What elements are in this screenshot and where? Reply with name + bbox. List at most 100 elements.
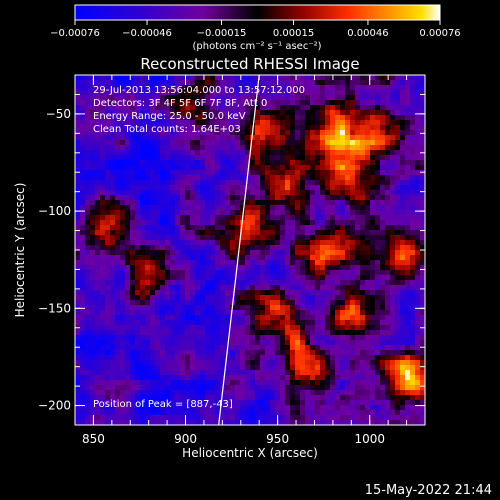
heatmap-cell [245, 110, 251, 116]
heatmap-cell [130, 365, 136, 371]
heatmap-cell [135, 155, 141, 161]
heatmap-cell [280, 280, 286, 286]
heatmap-cell [145, 280, 151, 286]
heatmap-cell [235, 185, 241, 191]
heatmap-cell [175, 335, 181, 341]
heatmap-cell [250, 410, 256, 416]
heatmap-cell [390, 205, 396, 211]
heatmap-cell [205, 235, 211, 241]
heatmap-cell [80, 295, 86, 301]
heatmap-cell [255, 180, 261, 186]
heatmap-cell [260, 75, 266, 81]
heatmap-cell [200, 335, 206, 341]
heatmap-cell [375, 105, 381, 111]
heatmap-cell [190, 310, 196, 316]
heatmap-cell [315, 305, 321, 311]
heatmap-cell [225, 150, 231, 156]
heatmap-cell [315, 205, 321, 211]
heatmap-cell [195, 395, 201, 401]
heatmap-cell [330, 265, 336, 271]
heatmap-cell [80, 260, 86, 266]
heatmap-cell [205, 150, 211, 156]
heatmap-cell [410, 320, 416, 326]
heatmap-cell [230, 195, 236, 201]
heatmap-cell [235, 120, 241, 126]
heatmap-cell [235, 195, 241, 201]
heatmap-cell [220, 230, 226, 236]
heatmap-cell [390, 85, 396, 91]
heatmap-cell [110, 110, 116, 116]
heatmap-cell [400, 275, 406, 281]
heatmap-cell [320, 400, 326, 406]
heatmap-cell [235, 385, 241, 391]
heatmap-cell [130, 410, 136, 416]
heatmap-cell [275, 275, 281, 281]
heatmap-cell [175, 320, 181, 326]
heatmap-cell [300, 130, 306, 136]
heatmap-cell [175, 285, 181, 291]
heatmap-cell [275, 185, 281, 191]
heatmap-cell [415, 225, 421, 231]
heatmap-cell [315, 80, 321, 86]
heatmap-cell [145, 400, 151, 406]
heatmap-cell [135, 400, 141, 406]
heatmap-cell [345, 415, 351, 421]
heatmap-cell [165, 340, 171, 346]
heatmap-cell [335, 275, 341, 281]
heatmap-cell [265, 85, 271, 91]
heatmap-cell [80, 100, 86, 106]
heatmap-cell [225, 105, 231, 111]
heatmap-cell [165, 250, 171, 256]
heatmap-cell [90, 125, 96, 131]
heatmap-cell [315, 280, 321, 286]
heatmap-cell [305, 265, 311, 271]
heatmap-cell [225, 230, 231, 236]
heatmap-cell [265, 210, 271, 216]
heatmap-cell [225, 120, 231, 126]
heatmap-cell [410, 215, 416, 221]
heatmap-cell [260, 400, 266, 406]
heatmap-cell [270, 95, 276, 101]
heatmap-cell [355, 265, 361, 271]
heatmap-cell [415, 180, 421, 186]
heatmap-cell [415, 350, 421, 356]
heatmap-cell [95, 245, 101, 251]
heatmap-cell [115, 305, 121, 311]
heatmap-cell [80, 120, 86, 126]
heatmap-cell [240, 160, 246, 166]
heatmap-cell [145, 180, 151, 186]
heatmap-cell [270, 160, 276, 166]
heatmap-cell [135, 195, 141, 201]
heatmap-cell [320, 380, 326, 386]
heatmap-cell [370, 160, 376, 166]
heatmap-cell [335, 100, 341, 106]
heatmap-cell [250, 95, 256, 101]
heatmap-cell [100, 160, 106, 166]
heatmap-cell [230, 350, 236, 356]
heatmap-cell [105, 185, 111, 191]
heatmap-cell [370, 325, 376, 331]
heatmap-cell [170, 375, 176, 381]
heatmap-cell [360, 265, 366, 271]
heatmap-cell [90, 240, 96, 246]
heatmap-cell [310, 415, 316, 421]
heatmap-cell [155, 330, 161, 336]
heatmap-cell [335, 415, 341, 421]
heatmap-cell [220, 135, 226, 141]
heatmap-cell [255, 170, 261, 176]
heatmap-cell [420, 175, 425, 181]
heatmap-cell [180, 345, 186, 351]
heatmap-cell [240, 220, 246, 226]
heatmap-cell [400, 160, 406, 166]
heatmap-cell [260, 330, 266, 336]
heatmap-cell [205, 275, 211, 281]
heatmap-cell [315, 100, 321, 106]
heatmap-cell [280, 320, 286, 326]
heatmap-cell [285, 290, 291, 296]
heatmap-cell [160, 75, 166, 81]
heatmap-cell [110, 415, 116, 421]
heatmap-cell [315, 250, 321, 256]
heatmap-cell [250, 215, 256, 221]
heatmap-cell [240, 195, 246, 201]
heatmap-cell [385, 380, 391, 386]
